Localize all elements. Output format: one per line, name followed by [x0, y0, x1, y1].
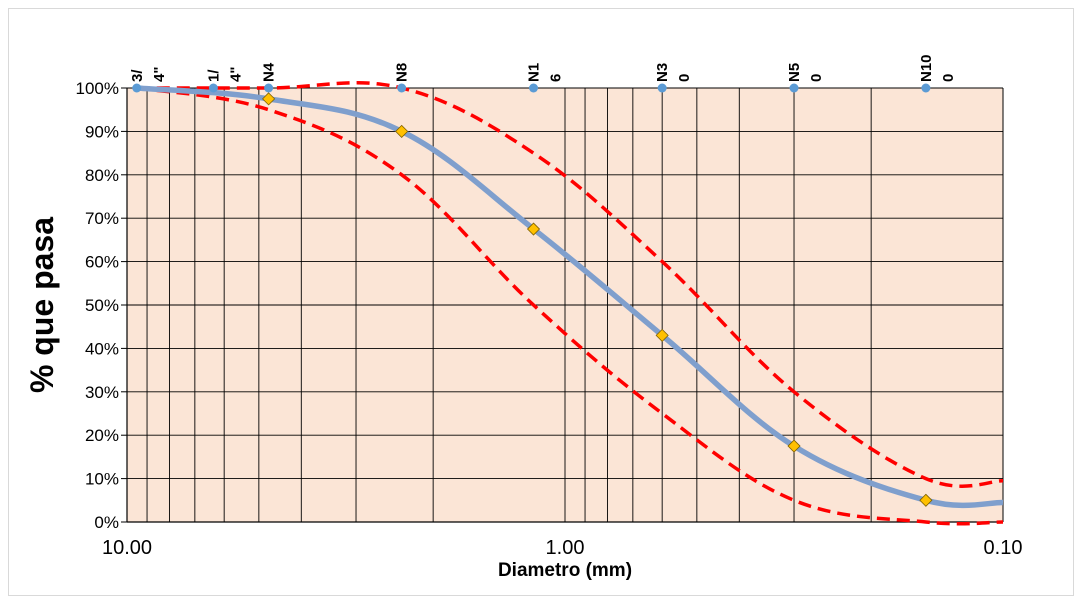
gradation-chart: 0% 10% 20% 30% 40% 50% 60% 70% 80% 90% 100% 10.00 1.… — [24, 54, 1023, 581]
x-tick-label: 1.00 — [546, 537, 585, 559]
gradation-line — [136, 85, 1004, 509]
sieve-label-line: 6 — [548, 74, 565, 82]
y-tick-label: 20% — [85, 426, 119, 445]
lower-limit-line — [136, 86, 1004, 526]
y-tick-label: 90% — [85, 122, 119, 141]
tick-labels: 0% 10% 20% 30% 40% 50% 60% 70% 80% 90% 100% 10.00 1.… — [76, 54, 1023, 559]
y-tick-label: 60% — [85, 253, 119, 272]
chart-container: 0% 10% 20% 30% 40% 50% 60% 70% 80% 90% 100% 10.00 1.… — [8, 8, 1074, 596]
sieve-label: N4 — [261, 62, 278, 82]
y-tick-label: 40% — [85, 339, 119, 358]
gradation-point-marker — [919, 493, 933, 507]
sieve-label-line: N10 — [918, 54, 935, 82]
sieve-label-line: 4" — [227, 67, 244, 82]
sieve-label-line: N5 — [786, 63, 803, 82]
y-tick-label: 10% — [85, 470, 119, 489]
y-tick-label: 50% — [85, 296, 119, 315]
sieve-marker — [789, 83, 799, 93]
sieve-marker — [264, 83, 274, 93]
sieve-label-line: 0 — [676, 74, 693, 82]
sieve-marker — [657, 83, 667, 93]
sieve-label-line: N8 — [394, 63, 411, 82]
x-tick-label: 10.00 — [102, 537, 152, 559]
x-tick-label: 0.10 — [984, 537, 1023, 559]
sieve-marker — [397, 83, 407, 93]
y-tick-label: 30% — [85, 383, 119, 402]
sieve-label-line: 4" — [151, 67, 168, 82]
sieve-label: 3/4" — [129, 67, 168, 82]
gradation-point-marker — [395, 124, 409, 138]
gradation-point-marker — [787, 439, 801, 453]
y-tick-label: 80% — [85, 166, 119, 185]
sieve-label-line: 3/ — [129, 69, 146, 82]
sieve-label-line: 0 — [808, 74, 825, 82]
sieve-marker — [921, 83, 931, 93]
y-tick-label: 100% — [76, 79, 119, 98]
gradation-point-marker — [526, 222, 541, 236]
sieve-label: 1/4" — [205, 67, 244, 82]
y-tick-label: 70% — [85, 209, 119, 228]
sieve-marker — [529, 83, 539, 93]
x-axis-title: Diametro (mm) — [498, 560, 632, 581]
y-axis-title: % que pasa — [24, 217, 60, 393]
upper-limit-line — [136, 81, 1004, 488]
sieve-label: N5 0 — [786, 63, 825, 82]
sieve-label-line: 0 — [940, 74, 957, 82]
sieve-label-line: N3 — [654, 63, 671, 82]
data-markers — [132, 83, 933, 507]
gradation-point-marker — [262, 92, 276, 106]
series-lines — [136, 81, 1004, 526]
sieve-marker — [208, 83, 218, 93]
sieve-label-line: 1/ — [205, 69, 222, 82]
gradation-point-marker — [655, 328, 669, 342]
sieve-label: N8 — [394, 63, 411, 82]
sieve-label: N3 0 — [654, 63, 693, 82]
sieve-marker — [132, 83, 142, 93]
sieve-label: N1 6 — [526, 63, 565, 82]
sieve-label-line: N1 — [526, 63, 543, 82]
sieve-label-line: N4 — [261, 62, 278, 82]
sieve-label: N10 0 — [918, 54, 957, 82]
y-tick-label: 0% — [94, 513, 119, 532]
